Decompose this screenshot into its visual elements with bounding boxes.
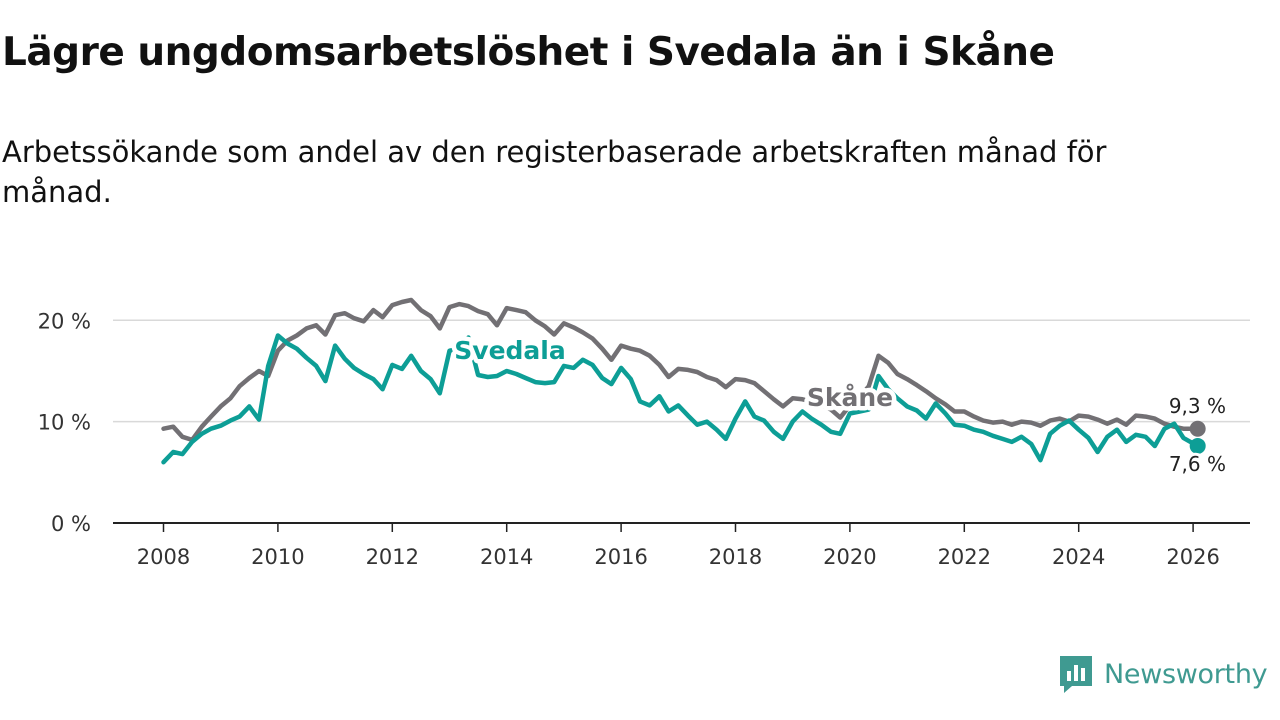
x-tick-label: 2014 (480, 545, 533, 569)
x-tick-label: 2024 (1052, 545, 1105, 569)
end-marker-sk-ne (1189, 420, 1206, 437)
end-label-sk-ne: 9,3 % (1169, 394, 1226, 418)
series-label-halo: Skåne (807, 383, 893, 412)
x-axis: 2008 2010 2012 2014 2016 2018 2020 2022 2024 2026 (113, 522, 1250, 569)
gridlines: 0 % 10 % 20 % (38, 309, 1250, 536)
end-marker-svedala (1189, 437, 1206, 454)
chart-title: Lägre ungdomsarbetslöshet i Svedala än i… (2, 30, 1055, 75)
x-tick-label: 2016 (594, 545, 647, 569)
x-tick-label: 2012 (366, 545, 419, 569)
series-line-svedala (161, 333, 1200, 465)
y-tick-label: 0 % (51, 512, 91, 536)
newsworthy-logo-text: Newsworthy (1104, 658, 1268, 690)
newsworthy-logo[interactable]: Newsworthy (1058, 654, 1268, 694)
newsworthy-logo-icon (1060, 656, 1092, 693)
x-tick-label: 2008 (137, 545, 190, 569)
series-line-sk-ne (161, 297, 1200, 443)
y-tick-label: 20 % (38, 309, 91, 333)
series-label-halo: Svedala (454, 336, 565, 365)
x-tick-label: 2022 (938, 545, 991, 569)
end-label-halo: 7,6 % (1169, 452, 1226, 476)
end-label-halo: 9,3 % (1169, 394, 1226, 418)
chart-subtitle: Arbetssökande som andel av den registerb… (2, 135, 1107, 209)
x-tick-label: 2020 (823, 545, 876, 569)
series-lines (161, 297, 1206, 465)
x-tick-label: 2026 (1166, 545, 1219, 569)
x-tick-label: 2018 (709, 545, 762, 569)
y-tick-label: 10 % (38, 411, 91, 435)
end-label-svedala: 7,6 % (1169, 452, 1226, 476)
series-label-sk-ne: Skåne (807, 383, 893, 412)
x-tick-label: 2010 (251, 545, 304, 569)
line-chart: 0 % 10 % 20 % 2008 2010 2012 2014 2016 2018 2020… (38, 297, 1250, 569)
series-label-svedala: Svedala (454, 336, 565, 365)
